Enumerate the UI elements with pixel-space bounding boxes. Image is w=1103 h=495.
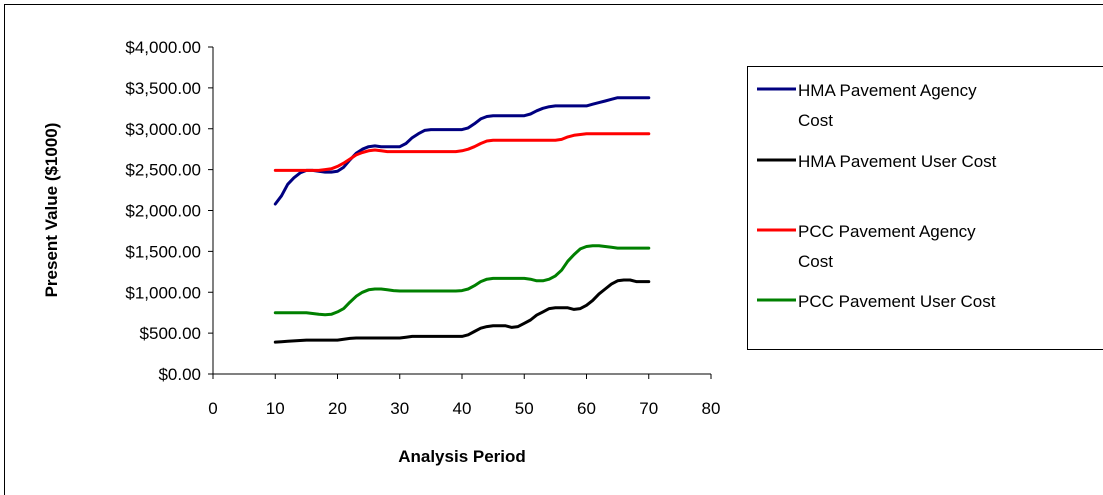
legend-label-hma-pavement-user-cost: HMA Pavement User Cost <box>798 152 997 171</box>
y-tick-label: $2,000.00 <box>125 202 201 221</box>
y-tick-label: $3,000.00 <box>125 120 201 139</box>
x-tick-label: 50 <box>515 399 534 418</box>
y-tick-label: $500.00 <box>140 324 201 343</box>
legend-label-hma-pavement-agency-cost: Cost <box>798 111 833 130</box>
legend-label-pcc-pavement-agency-cost: PCC Pavement Agency <box>798 222 976 241</box>
x-tick-label: 60 <box>577 399 596 418</box>
x-tick-label: 40 <box>453 399 472 418</box>
y-tick-label: $1,500.00 <box>125 242 201 261</box>
y-tick-label: $0.00 <box>158 365 201 384</box>
y-axis-title: Present Value ($1000) <box>42 123 61 298</box>
x-tick-label: 0 <box>208 399 217 418</box>
series-line-hma-pavement-agency-cost <box>273 96 651 206</box>
x-tick-label: 80 <box>702 399 721 418</box>
x-tick-label: 70 <box>639 399 658 418</box>
legend-label-pcc-pavement-user-cost: PCC Pavement User Cost <box>798 292 996 311</box>
x-tick-label: 30 <box>390 399 409 418</box>
series-line-hma-pavement-user-cost <box>273 278 651 344</box>
y-tick-label: $1,000.00 <box>125 283 201 302</box>
series-line-pcc-pavement-user-cost <box>273 244 651 317</box>
legend-label-hma-pavement-agency-cost: HMA Pavement Agency <box>798 81 977 100</box>
y-tick-label: $4,000.00 <box>125 38 201 57</box>
legend: HMA Pavement Agency Cost HMA Pavement User… <box>757 81 997 311</box>
x-tick-label: 20 <box>328 399 347 418</box>
x-axis-title: Analysis Period <box>398 447 526 466</box>
y-tick-label: $2,500.00 <box>125 161 201 180</box>
series-line-pcc-pavement-agency-cost <box>273 132 651 172</box>
x-tick-label: 10 <box>266 399 285 418</box>
y-tick-label: $3,500.00 <box>125 79 201 98</box>
legend-label-pcc-pavement-agency-cost: Cost <box>798 252 833 271</box>
legend-box <box>747 66 1103 350</box>
